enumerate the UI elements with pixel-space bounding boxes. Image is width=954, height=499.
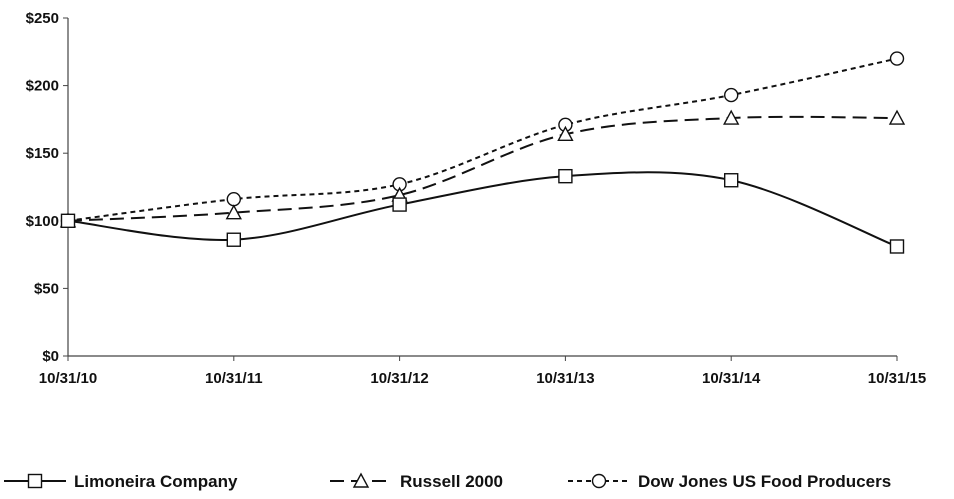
data-point-square [558, 168, 573, 184]
data-point-square [226, 232, 242, 247]
y-tick-label: $100 [26, 213, 59, 230]
series-line-square [67, 171, 898, 248]
x-tick-label: 10/31/12 [370, 370, 428, 387]
legend-marker-triangle [352, 472, 370, 488]
legend-label: Limoneira Company [74, 472, 238, 491]
x-tick-label: 10/31/14 [702, 370, 761, 387]
series-line-triangle [67, 115, 898, 222]
y-tick-label: $0 [42, 348, 59, 365]
legend-marker-square [27, 473, 43, 489]
data-point-circle [889, 51, 905, 66]
y-tick-label: $50 [34, 280, 59, 297]
data-point-triangle [723, 109, 740, 125]
series-line-circle [67, 57, 898, 222]
legend-label: Russell 2000 [400, 472, 503, 491]
data-point-circle [226, 191, 242, 207]
data-point-square [60, 213, 76, 229]
legend-label: Dow Jones US Food Producers [638, 472, 891, 491]
data-point-triangle [557, 125, 574, 141]
y-axis-ticks: $0 $50 $100 $150 $200 $250 [26, 10, 68, 365]
legend: Limoneira Company Russell 2000 Dow Jones U… [4, 472, 891, 491]
data-point-square [392, 197, 407, 212]
y-tick-label: $250 [26, 10, 59, 27]
y-tick-label: $150 [26, 145, 59, 162]
data-point-circle [724, 87, 739, 103]
data-point-square [724, 173, 739, 188]
data-point-square [889, 239, 905, 254]
axes [67, 18, 897, 357]
data-point-triangle [225, 204, 242, 220]
y-tick-label: $200 [26, 78, 59, 95]
x-axis-ticks: 10/31/10 10/31/11 10/31/12 10/31/13 10/31/14… [39, 356, 926, 387]
x-tick-label: 10/31/15 [868, 370, 926, 387]
x-tick-label: 10/31/11 [205, 370, 263, 387]
data-point-triangle [888, 109, 906, 125]
x-tick-label: 10/31/13 [536, 370, 594, 387]
series-lines [67, 57, 898, 248]
x-tick-label: 10/31/10 [39, 370, 97, 387]
legend-marker-circle [591, 473, 607, 489]
series-markers [59, 51, 906, 254]
